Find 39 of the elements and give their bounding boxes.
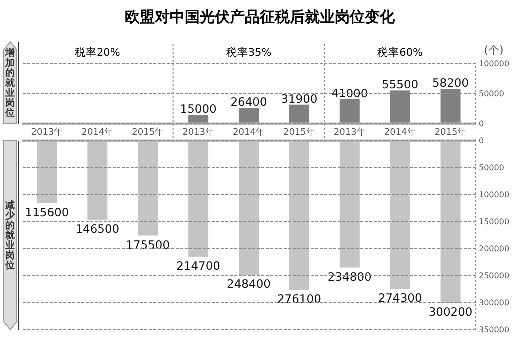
x-tick-label: 2013年: [182, 127, 215, 138]
text: 税率35%: [226, 46, 272, 59]
x-tick-label: 2013年: [31, 127, 64, 138]
text: 税率60%: [378, 46, 424, 59]
x-tick-label: 2015年: [283, 127, 316, 138]
data-label: 58200: [432, 76, 470, 90]
data-label: 15000: [180, 102, 217, 116]
data-label: 26400: [230, 95, 268, 110]
data-label: 115600: [25, 205, 70, 220]
y-tick-label: 200000: [479, 244, 510, 254]
x-tick-label: 2014年: [82, 127, 114, 138]
x-tick-label: 2015年: [132, 127, 164, 138]
y-tick-label: 50000: [479, 164, 504, 173]
y-tick-label: 350000: [479, 326, 510, 335]
text: 减少的就业岗位: [4, 200, 16, 272]
text: 增加的就业岗位: [4, 47, 16, 120]
y-tick-label: 0: [479, 120, 484, 129]
data-label: 274300: [378, 291, 422, 306]
data-label: 55500: [382, 78, 419, 92]
x-tick-label: 2015年: [434, 127, 467, 138]
y-tick-label: 100000: [479, 190, 510, 200]
text: 税率20%: [74, 46, 120, 59]
data-label: 248400: [227, 277, 271, 292]
y-tick-label: 150000: [479, 218, 510, 227]
y-tick-label: 300000: [479, 298, 510, 308]
y-tick-label: 0: [479, 136, 484, 146]
data-label: 300200: [428, 305, 473, 320]
data-label: 276100: [277, 292, 322, 306]
chart-title: 欧盟对中国光伏产品征税后就业岗位变化: [125, 8, 396, 26]
y-tick-label: 250000: [479, 272, 510, 281]
y-tick-label: 50000: [479, 90, 504, 99]
x-tick-label: 2014年: [384, 127, 416, 138]
data-label: 31900: [281, 92, 318, 106]
y-tick-label: 100000: [479, 60, 510, 69]
x-tick-label: 2014年: [233, 127, 265, 138]
x-tick-label: 2013年: [334, 127, 366, 138]
data-label: 214700: [176, 258, 221, 273]
data-label: 146500: [76, 222, 120, 236]
y-axis-title: (个): [484, 44, 504, 57]
